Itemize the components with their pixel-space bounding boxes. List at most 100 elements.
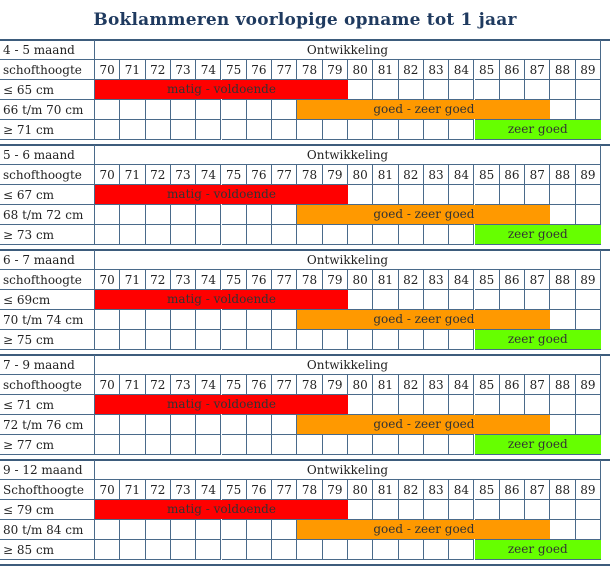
column-number: 89 [575,165,601,185]
development-header: Ontwikkeling [95,40,601,60]
grid-cell [272,330,298,350]
grid-cell [95,435,121,455]
age-label: 9 - 12 maand [0,460,95,480]
height-label: schofthoogte [0,375,95,395]
grid-cell [120,435,146,455]
column-number: 79 [322,60,348,80]
grid-cell [145,415,171,435]
column-number: 75 [221,375,247,395]
grid-cell [95,330,121,350]
grid-cell [170,310,197,330]
column-number: 72 [145,165,171,185]
grid-cell [246,120,273,140]
grid-cell [398,330,424,350]
column-number: 77 [272,165,298,185]
height-range-label: ≤ 67 cm [0,185,95,205]
grid-cell [423,225,450,245]
grid-cell [246,330,273,350]
column-number: 82 [398,270,424,290]
column-number: 77 [272,480,298,500]
grid-cell [196,225,222,245]
grid-cell [474,185,500,205]
column-number: 71 [120,165,146,185]
score-bar-red: matig - voldoende [95,395,348,414]
grid-cell [196,205,222,225]
grid-cell [499,290,526,310]
column-number: 84 [449,60,475,80]
grid-cell [398,540,424,560]
column-number: 83 [423,480,450,500]
grid-cell [398,435,424,455]
grid-cell [95,225,121,245]
column-number: 88 [550,375,576,395]
grid-cell [449,120,475,140]
column-number: 85 [474,270,500,290]
grid-cell [575,290,601,310]
score-bar-red: matig - voldoende [95,80,348,99]
column-number: 86 [499,375,526,395]
grid-cell [297,120,323,140]
column-number: 79 [322,480,348,500]
grid-cell [95,310,121,330]
grid-cell [196,415,222,435]
grid-cell [322,225,348,245]
column-number: 84 [449,480,475,500]
grid-cell [550,205,576,225]
column-number: 71 [120,60,146,80]
grid-cell [550,395,576,415]
column-number: 77 [272,60,298,80]
grid-cell [398,225,424,245]
grid-cell [272,520,298,540]
grid-cell [272,100,298,120]
column-number: 81 [373,480,399,500]
column-number: 82 [398,165,424,185]
age-label: 6 - 7 maand [0,250,95,270]
grid-cell [120,225,146,245]
grid-cell [196,330,222,350]
column-number: 76 [246,270,273,290]
grid-cell [221,205,247,225]
grid-cell [221,415,247,435]
height-range-label: ≥ 71 cm [0,120,95,140]
grid-cell [525,290,551,310]
grid-cell [348,540,374,560]
grid-cell [550,290,576,310]
column-number: 71 [120,270,146,290]
grid-cell [120,100,146,120]
column-number: 75 [221,165,247,185]
column-number: 89 [575,60,601,80]
grid-cell [423,290,450,310]
grid-cell [145,520,171,540]
column-number: 74 [196,270,222,290]
column-number: 85 [474,165,500,185]
column-number: 87 [525,480,551,500]
grid-cell [196,520,222,540]
height-range-label: ≤ 79 cm [0,500,95,520]
grid-cell [348,290,374,310]
grid-cell [398,80,424,100]
column-number: 87 [525,375,551,395]
section-separator [0,249,610,251]
grid-cell [449,395,475,415]
column-number: 74 [196,480,222,500]
grid-cell [373,435,399,455]
column-number: 71 [120,375,146,395]
height-range-label: 72 t/m 76 cm [0,415,95,435]
grid-cell [373,540,399,560]
column-number: 76 [246,480,273,500]
column-number: 87 [525,165,551,185]
column-number: 85 [474,60,500,80]
age-label: 7 - 9 maand [0,355,95,375]
column-number: 87 [525,60,551,80]
grid-cell [170,120,197,140]
age-label: 5 - 6 maand [0,145,95,165]
grid-cell [423,435,450,455]
grid-cell [120,415,146,435]
grid-cell [474,500,500,520]
score-bar-orange: goed - zeer goed [297,520,551,539]
grid-cell [449,225,475,245]
column-number: 79 [322,165,348,185]
development-header: Ontwikkeling [95,250,601,270]
column-number: 77 [272,375,298,395]
score-bar-orange: goed - zeer goed [297,310,551,329]
